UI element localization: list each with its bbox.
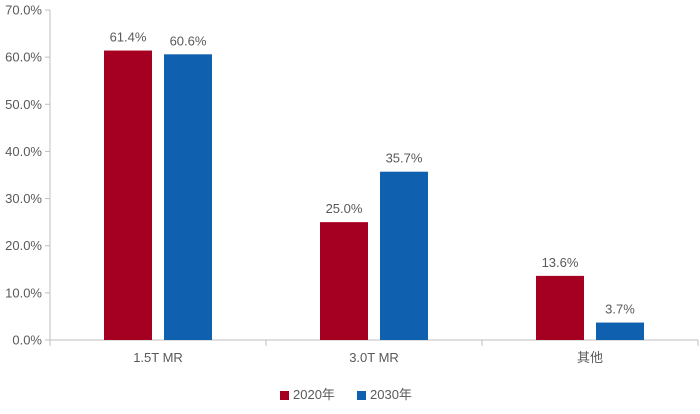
x-tick-label: 3.0T MR: [349, 350, 399, 365]
bar-series-2: [380, 171, 428, 340]
bar-series-1: [536, 275, 584, 340]
data-label: 61.4%: [110, 30, 147, 45]
bars: [104, 50, 644, 341]
legend-label: 2020年: [293, 387, 335, 402]
y-tick-label: 40.0%: [5, 144, 42, 159]
bar-series-1: [104, 50, 152, 341]
data-label: 35.7%: [386, 151, 423, 166]
bar-series-2: [164, 54, 212, 341]
data-label: 60.6%: [170, 33, 207, 48]
bar-series-2: [596, 322, 644, 340]
y-tick-label: 0.0%: [12, 333, 42, 348]
y-tick-label: 50.0%: [5, 97, 42, 112]
x-axis: 1.5T MR 3.0T MR 其他: [49, 339, 699, 365]
legend-swatch: [280, 391, 289, 400]
x-tick-label: 其他: [577, 350, 603, 365]
x-tick-label: 1.5T MR: [133, 350, 183, 365]
y-tick-label: 60.0%: [5, 50, 42, 65]
data-label: 3.7%: [605, 302, 635, 317]
y-tick-label: 70.0%: [5, 3, 42, 18]
legend-label: 2030年: [370, 387, 412, 402]
y-tick-label: 10.0%: [5, 285, 42, 300]
legend: 2020年 2030年: [280, 387, 412, 402]
legend-swatch: [357, 391, 366, 400]
data-labels: 61.4% 25.0% 13.6% 60.6% 35.7% 3.7%: [110, 30, 636, 317]
data-label: 25.0%: [326, 201, 363, 216]
y-tick-label: 20.0%: [5, 238, 42, 253]
bar-series-1: [320, 222, 368, 340]
data-label: 13.6%: [542, 255, 579, 270]
y-tick-label: 30.0%: [5, 191, 42, 206]
y-axis: 0.0% 10.0% 20.0% 30.0% 40.0% 50.0% 60.0% 70.0%: [5, 3, 51, 348]
